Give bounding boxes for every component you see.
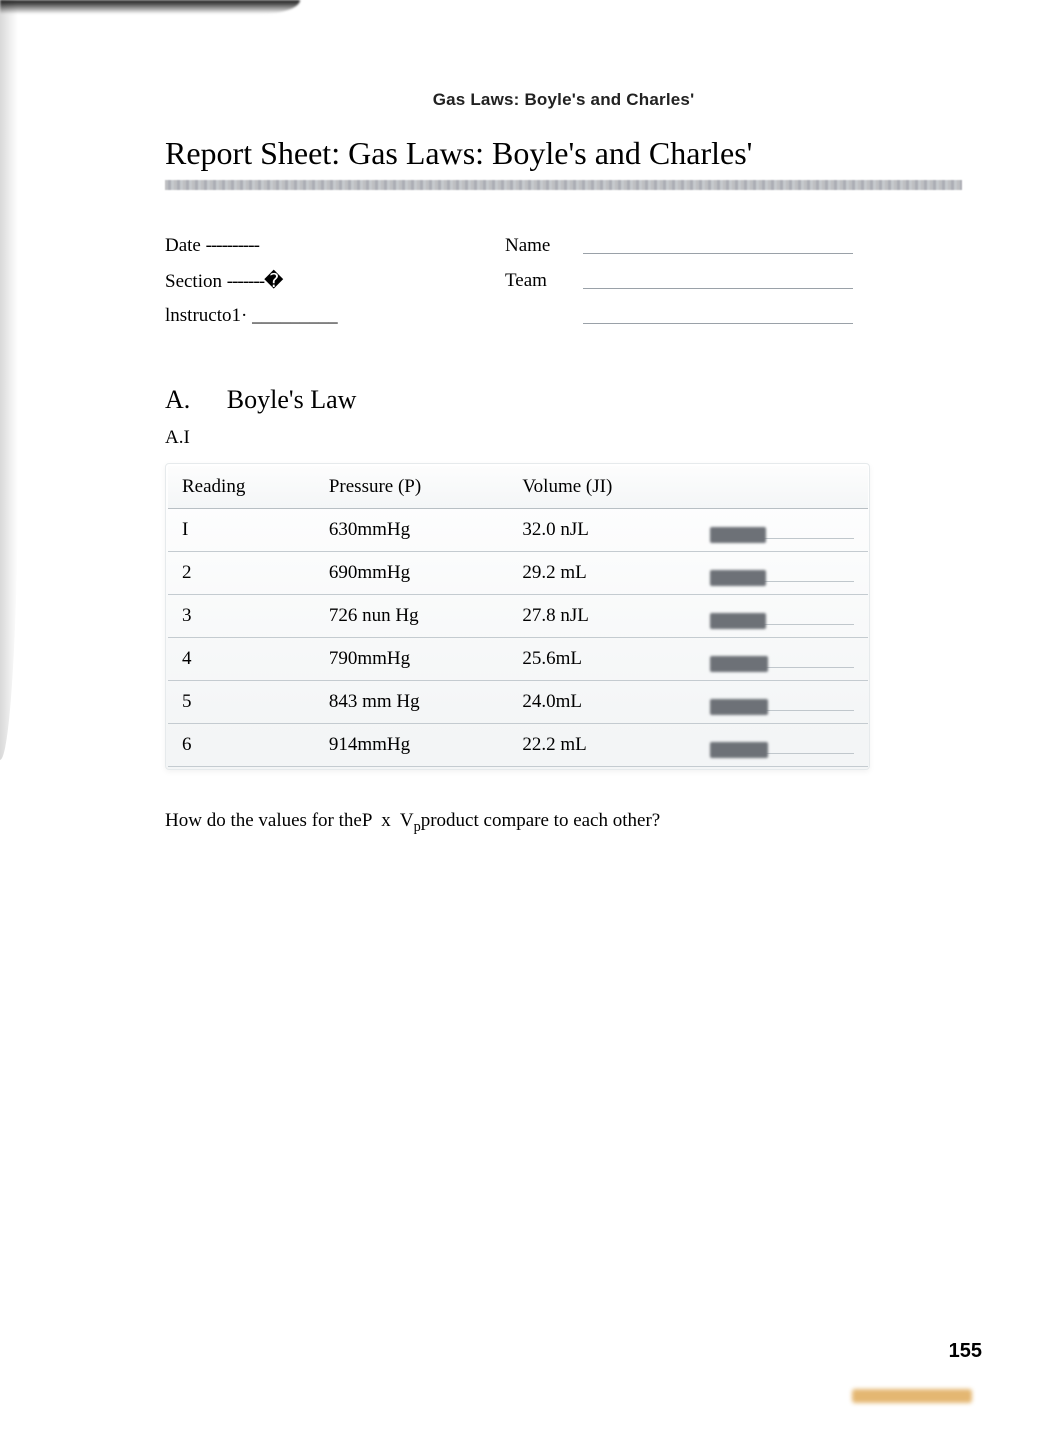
cell-product	[698, 595, 868, 638]
question-text: How do the values for theP x Vpproduct c…	[165, 810, 962, 836]
cell-reading: 4	[168, 638, 315, 681]
question-pre: How do the values for the	[165, 810, 362, 831]
section-label: Section	[165, 271, 222, 292]
cell-volume: 27.8 nJL	[508, 595, 698, 638]
instructor-blank: _________	[252, 305, 338, 326]
cell-product	[698, 552, 868, 595]
name-line	[575, 235, 962, 260]
col-product	[698, 466, 868, 509]
extra-line	[575, 305, 962, 330]
section-field: Section -------�	[165, 270, 505, 295]
date-label: Date	[165, 235, 201, 256]
name-label: Name	[505, 235, 575, 260]
page-title: Report Sheet: Gas Laws: Boyle's and Char…	[165, 135, 962, 172]
cell-volume: 25.6mL	[508, 638, 698, 681]
cell-pressure: 790mmHg	[315, 638, 509, 681]
question-v: V	[400, 810, 414, 831]
info-grid: Date ---------- Name Section -------� Te…	[165, 235, 962, 330]
cell-reading: 6	[168, 724, 315, 767]
table-row: I630mmHg32.0 nJL	[168, 509, 868, 552]
date-field: Date ----------	[165, 235, 505, 260]
subsection-label: A.I	[165, 427, 962, 449]
cell-reading: 2	[168, 552, 315, 595]
question-post: product compare to each other?	[421, 810, 661, 831]
page-content: Gas Laws: Boyle's and Charles' Report Sh…	[0, 0, 1062, 876]
cell-product	[698, 681, 868, 724]
date-blank: ----------	[206, 235, 259, 256]
cell-product	[698, 638, 868, 681]
data-table: Reading Pressure (P) Volume (JI) I630mmH…	[168, 466, 868, 767]
running-head: Gas Laws: Boyle's and Charles'	[165, 90, 962, 110]
table-row: 6914mmHg22.2 mL	[168, 724, 868, 767]
cell-volume: 32.0 nJL	[508, 509, 698, 552]
col-pressure: Pressure (P)	[315, 466, 509, 509]
table-row: 2690mmHg29.2 mL	[168, 552, 868, 595]
cell-pressure: 914mmHg	[315, 724, 509, 767]
question-x: x	[381, 810, 391, 831]
page-number: 155	[949, 1340, 982, 1363]
cell-volume: 22.2 mL	[508, 724, 698, 767]
bottom-redaction	[852, 1389, 972, 1403]
data-table-wrap: Reading Pressure (P) Volume (JI) I630mmH…	[165, 463, 870, 770]
title-rule	[165, 180, 962, 190]
table-header-row: Reading Pressure (P) Volume (JI)	[168, 466, 868, 509]
table-row: 3726 nun Hg27.8 nJL	[168, 595, 868, 638]
section-title: Boyle's Law	[227, 385, 357, 414]
section-blank: -------�	[227, 271, 283, 292]
cell-product	[698, 724, 868, 767]
cell-volume: 29.2 mL	[508, 552, 698, 595]
cell-pressure: 630mmHg	[315, 509, 509, 552]
scan-artifact-top	[0, 0, 300, 14]
section-heading: A. Boyle's Law	[165, 385, 962, 415]
question-sub: p	[414, 819, 421, 835]
cell-reading: 5	[168, 681, 315, 724]
table-row: 5843 mm Hg24.0mL	[168, 681, 868, 724]
team-line	[575, 270, 962, 295]
instructor-field: lnstructo1· _________	[165, 305, 505, 330]
cell-product	[698, 509, 868, 552]
question-p: P	[362, 810, 372, 831]
cell-pressure: 690mmHg	[315, 552, 509, 595]
col-reading: Reading	[168, 466, 315, 509]
cell-reading: 3	[168, 595, 315, 638]
team-label: Team	[505, 270, 575, 295]
instructor-label: lnstructo1·	[165, 305, 247, 326]
col-volume: Volume (JI)	[508, 466, 698, 509]
table-row: 4790mmHg25.6mL	[168, 638, 868, 681]
cell-reading: I	[168, 509, 315, 552]
cell-volume: 24.0mL	[508, 681, 698, 724]
section-letter: A.	[165, 385, 190, 414]
cell-pressure: 843 mm Hg	[315, 681, 509, 724]
cell-pressure: 726 nun Hg	[315, 595, 509, 638]
